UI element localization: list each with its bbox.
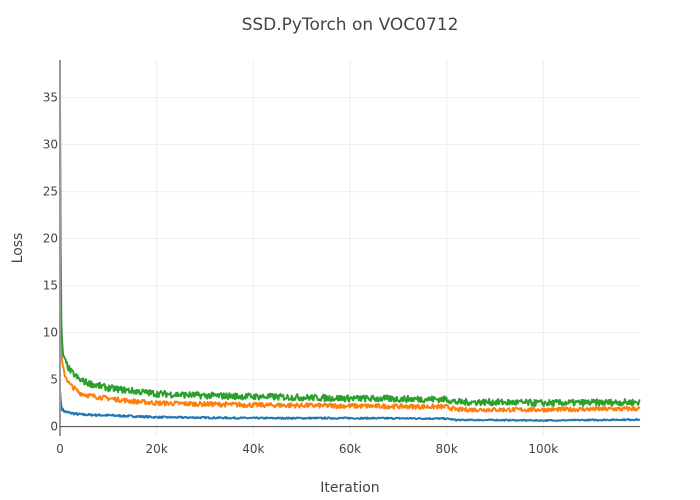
axis-layer: [59, 60, 640, 436]
y-tick-label: 30: [43, 138, 58, 152]
series-line-total-loss: [59, 97, 641, 408]
series-line-conf-loss: [59, 153, 641, 413]
y-tick-label: 25: [43, 185, 58, 199]
x-axis-title: Iteration: [320, 480, 379, 496]
tick-layer: 0 5 10 15 20 25 30 35 0 20k 40k 60k 80k 100k: [43, 91, 559, 456]
y-tick-label: 15: [43, 279, 58, 293]
x-tick-label: 60k: [339, 442, 361, 456]
x-tick-label: 40k: [242, 442, 264, 456]
x-tick-label: 20k: [146, 442, 168, 456]
series-line-loc-loss: [59, 388, 641, 422]
chart-title: SSD.PyTorch on VOC0712: [242, 15, 459, 35]
series-layer: [59, 97, 641, 422]
y-tick-label: 5: [50, 373, 58, 387]
x-tick-label: 80k: [436, 442, 458, 456]
x-tick-label: 100k: [528, 442, 558, 456]
y-axis-title: Loss: [10, 233, 26, 264]
y-tick-label: 0: [50, 420, 58, 434]
grid-layer: [60, 60, 640, 436]
x-tick-label: 0: [56, 442, 64, 456]
y-tick-label: 35: [43, 91, 58, 105]
y-tick-label: 20: [43, 232, 58, 246]
y-tick-label: 10: [43, 326, 58, 340]
